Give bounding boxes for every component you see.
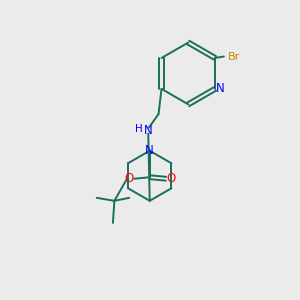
Text: N: N [216, 82, 225, 95]
Text: H: H [135, 124, 143, 134]
Text: O: O [124, 172, 134, 185]
Text: O: O [166, 172, 176, 185]
Text: N: N [146, 144, 154, 157]
Text: Br: Br [228, 52, 240, 61]
Text: N: N [144, 124, 153, 136]
